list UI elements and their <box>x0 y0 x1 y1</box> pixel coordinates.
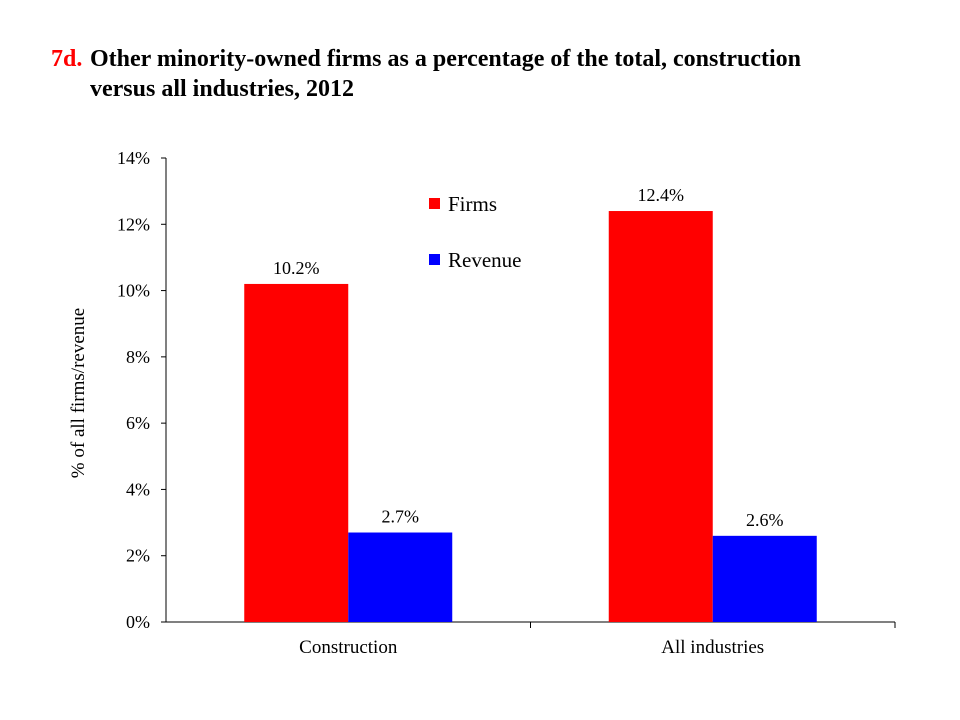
legend-swatch-firms <box>429 198 440 209</box>
y-tick-label: 14% <box>117 148 150 168</box>
title-number: 7d. <box>51 46 83 72</box>
bar-revenue <box>712 535 817 622</box>
data-label: 2.6% <box>746 510 784 530</box>
y-tick-label: 2% <box>126 546 150 566</box>
title-text-1: Other minority-owned firms as a percenta… <box>90 46 801 72</box>
y-tick-label: 0% <box>126 612 150 632</box>
y-tick-label: 6% <box>126 413 150 433</box>
y-tick-label: 4% <box>126 479 150 499</box>
data-label: 10.2% <box>273 258 320 278</box>
bar-firms <box>244 283 349 622</box>
title-line-2: versus all industries, 2012 <box>90 76 355 102</box>
y-tick-label: 8% <box>126 347 150 367</box>
y-tick-label: 10% <box>117 281 150 301</box>
bar-firms <box>608 211 713 622</box>
x-tick-label: All industries <box>661 637 764 658</box>
title-line-1: 7d. Other minority-owned firms as a perce… <box>51 44 931 74</box>
data-label: 2.7% <box>382 507 420 527</box>
x-tick-label: Construction <box>299 637 398 658</box>
bar-revenue <box>348 532 453 622</box>
legend-swatch-revenue <box>429 254 440 265</box>
data-label: 12.4% <box>638 185 685 205</box>
chart-title: 7d. Other minority-owned firms as a perce… <box>51 44 931 104</box>
legend-label: Firms <box>448 192 497 216</box>
y-tick-label: 12% <box>117 214 150 234</box>
legend-label: Revenue <box>448 248 521 272</box>
y-axis-label: % of all firms/revenue <box>68 308 89 478</box>
